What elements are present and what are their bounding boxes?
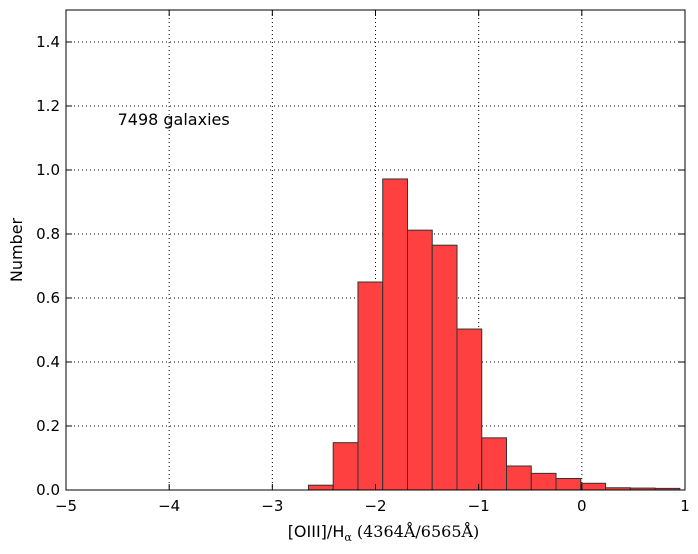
x-tick-label: −2	[364, 497, 386, 515]
galaxy-count-annotation: 7498 galaxies	[118, 110, 230, 129]
histogram-bar	[530, 472, 557, 491]
histogram-bar	[506, 465, 532, 491]
y-tick-label: 1.4	[36, 33, 60, 51]
x-tick-label: 0	[577, 497, 587, 515]
histogram-bar	[580, 482, 607, 491]
x-axis-label: [OIII]/Hα (4364Å/6565Å)	[288, 521, 480, 544]
x-axis-label-sub: α	[344, 531, 352, 544]
y-tick-label: 1.2	[36, 97, 60, 115]
y-tick-label: 0.8	[36, 225, 60, 243]
histogram-bar	[431, 244, 458, 491]
x-tick-label: −4	[158, 497, 180, 515]
y-tick-labels: 0.0 0.2 0.4 0.6 0.8 1.0 1.2 1.4	[36, 33, 60, 499]
y-tick-label: 0.4	[36, 353, 60, 371]
histogram-bar	[406, 229, 433, 491]
y-tick-label: 1.0	[36, 161, 60, 179]
y-tick-label: 0.0	[36, 481, 60, 499]
histogram-bars	[307, 178, 681, 491]
y-tick-label: 0.6	[36, 289, 60, 307]
x-axis-label-main: [OIII]/H	[288, 522, 345, 541]
x-tick-label: 1	[680, 497, 690, 515]
x-tick-label: −5	[55, 497, 77, 515]
histogram-bar	[382, 178, 408, 491]
histogram-bar	[357, 281, 384, 491]
x-tick-label: −1	[468, 497, 490, 515]
histogram-bar	[555, 477, 582, 491]
histogram-bar	[307, 484, 334, 491]
histogram-bar	[332, 442, 359, 491]
axis-ticks	[65, 10, 686, 491]
x-tick-labels: −5 −4 −3 −2 −1 0 1	[55, 497, 690, 515]
histogram-bar	[456, 328, 483, 491]
y-tick-label: 0.2	[36, 417, 60, 435]
x-tick-label: −3	[261, 497, 283, 515]
y-axis-label: Number	[7, 217, 26, 282]
histogram-bar	[481, 437, 508, 491]
x-axis-label-paren: (4364Å/6565Å)	[352, 521, 480, 541]
